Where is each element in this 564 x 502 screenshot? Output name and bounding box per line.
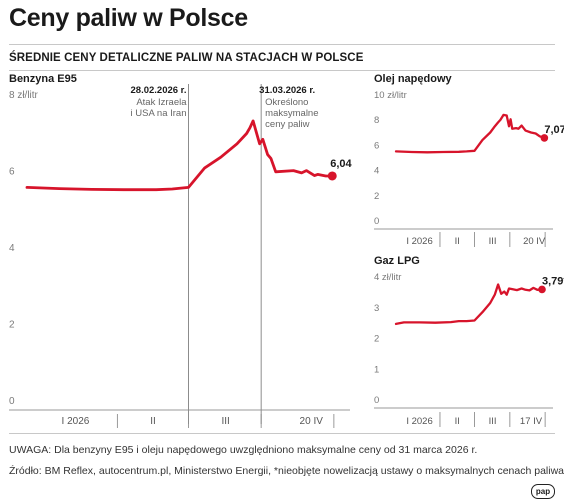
y-tick-label: 4 xyxy=(374,166,379,177)
source-note: Źródło: BM Reflex, autocentrum.pl, Minis… xyxy=(9,465,564,477)
annotation-text: Atak Izraela xyxy=(136,97,187,108)
chart-title: Olej napędowy xyxy=(374,73,453,85)
page-title: Ceny paliw w Polsce xyxy=(9,4,248,32)
x-tick-label: 17 IV xyxy=(520,416,543,427)
y-tick-label: 2 xyxy=(374,191,379,202)
x-tick-label: II xyxy=(455,236,460,247)
series-line xyxy=(394,113,546,154)
x-tick-label: II xyxy=(455,416,460,427)
annotation-text: i USA na Iran xyxy=(131,108,187,119)
page-subtitle: ŚREDNIE CENY DETALICZNE PALIW NA STACJAC… xyxy=(9,52,364,64)
last-value-dot xyxy=(538,285,546,294)
annotation-date: 28.02.2026 r. xyxy=(131,85,187,96)
x-tick-label: III xyxy=(221,416,229,427)
y-tick-label: 3 xyxy=(374,303,379,314)
series-line xyxy=(394,283,544,326)
chart-title: Gaz LPG xyxy=(374,255,420,267)
x-tick-label: III xyxy=(489,236,497,247)
y-tick-label: 2 xyxy=(9,320,15,331)
pap-logo: pap xyxy=(531,484,555,499)
y-tick-label: 0 xyxy=(374,395,379,406)
y-tick-label: 4 xyxy=(9,243,15,254)
divider xyxy=(9,44,555,45)
y-tick-label: 6 xyxy=(374,140,379,151)
x-tick-label: I 2026 xyxy=(406,416,432,427)
annotation-text: Określono xyxy=(265,97,308,108)
y-tick-label: 4 zł/litr xyxy=(374,272,401,283)
chart-title: Benzyna E95 xyxy=(9,73,77,85)
x-tick-label: III xyxy=(489,416,497,427)
footnote: UWAGA: Dla benzyny E95 i oleju napędoweg… xyxy=(9,444,478,456)
x-tick-label: I 2026 xyxy=(62,416,90,427)
last-value-label: 7,07 xyxy=(544,124,564,136)
last-value-dot xyxy=(327,171,337,181)
y-tick-label: 2 xyxy=(374,334,379,345)
last-value-label: 6,04 xyxy=(330,158,352,170)
annotation-text: ceny paliw xyxy=(265,119,309,130)
y-tick-label: 0 xyxy=(9,396,15,407)
y-tick-label: 6 xyxy=(9,167,15,178)
x-tick-label: II xyxy=(150,416,156,427)
x-tick-label: 20 IV xyxy=(300,416,324,427)
divider xyxy=(9,70,555,71)
series-line xyxy=(25,119,334,192)
y-tick-label: 8 zł/litr xyxy=(9,90,39,101)
divider xyxy=(9,433,555,434)
last-value-dot xyxy=(540,134,549,142)
x-tick-label: 20 IV xyxy=(523,236,546,247)
y-tick-label: 10 zł/litr xyxy=(374,90,407,101)
y-tick-label: 8 xyxy=(374,115,379,126)
annotation-text: maksymalne xyxy=(265,108,318,119)
x-tick-label: I 2026 xyxy=(406,236,432,247)
last-value-label: 3,79* xyxy=(542,275,564,287)
annotation-date: 31.03.2026 r. xyxy=(259,85,315,96)
y-tick-label: 1 xyxy=(374,364,379,375)
y-tick-label: 0 xyxy=(374,216,379,227)
